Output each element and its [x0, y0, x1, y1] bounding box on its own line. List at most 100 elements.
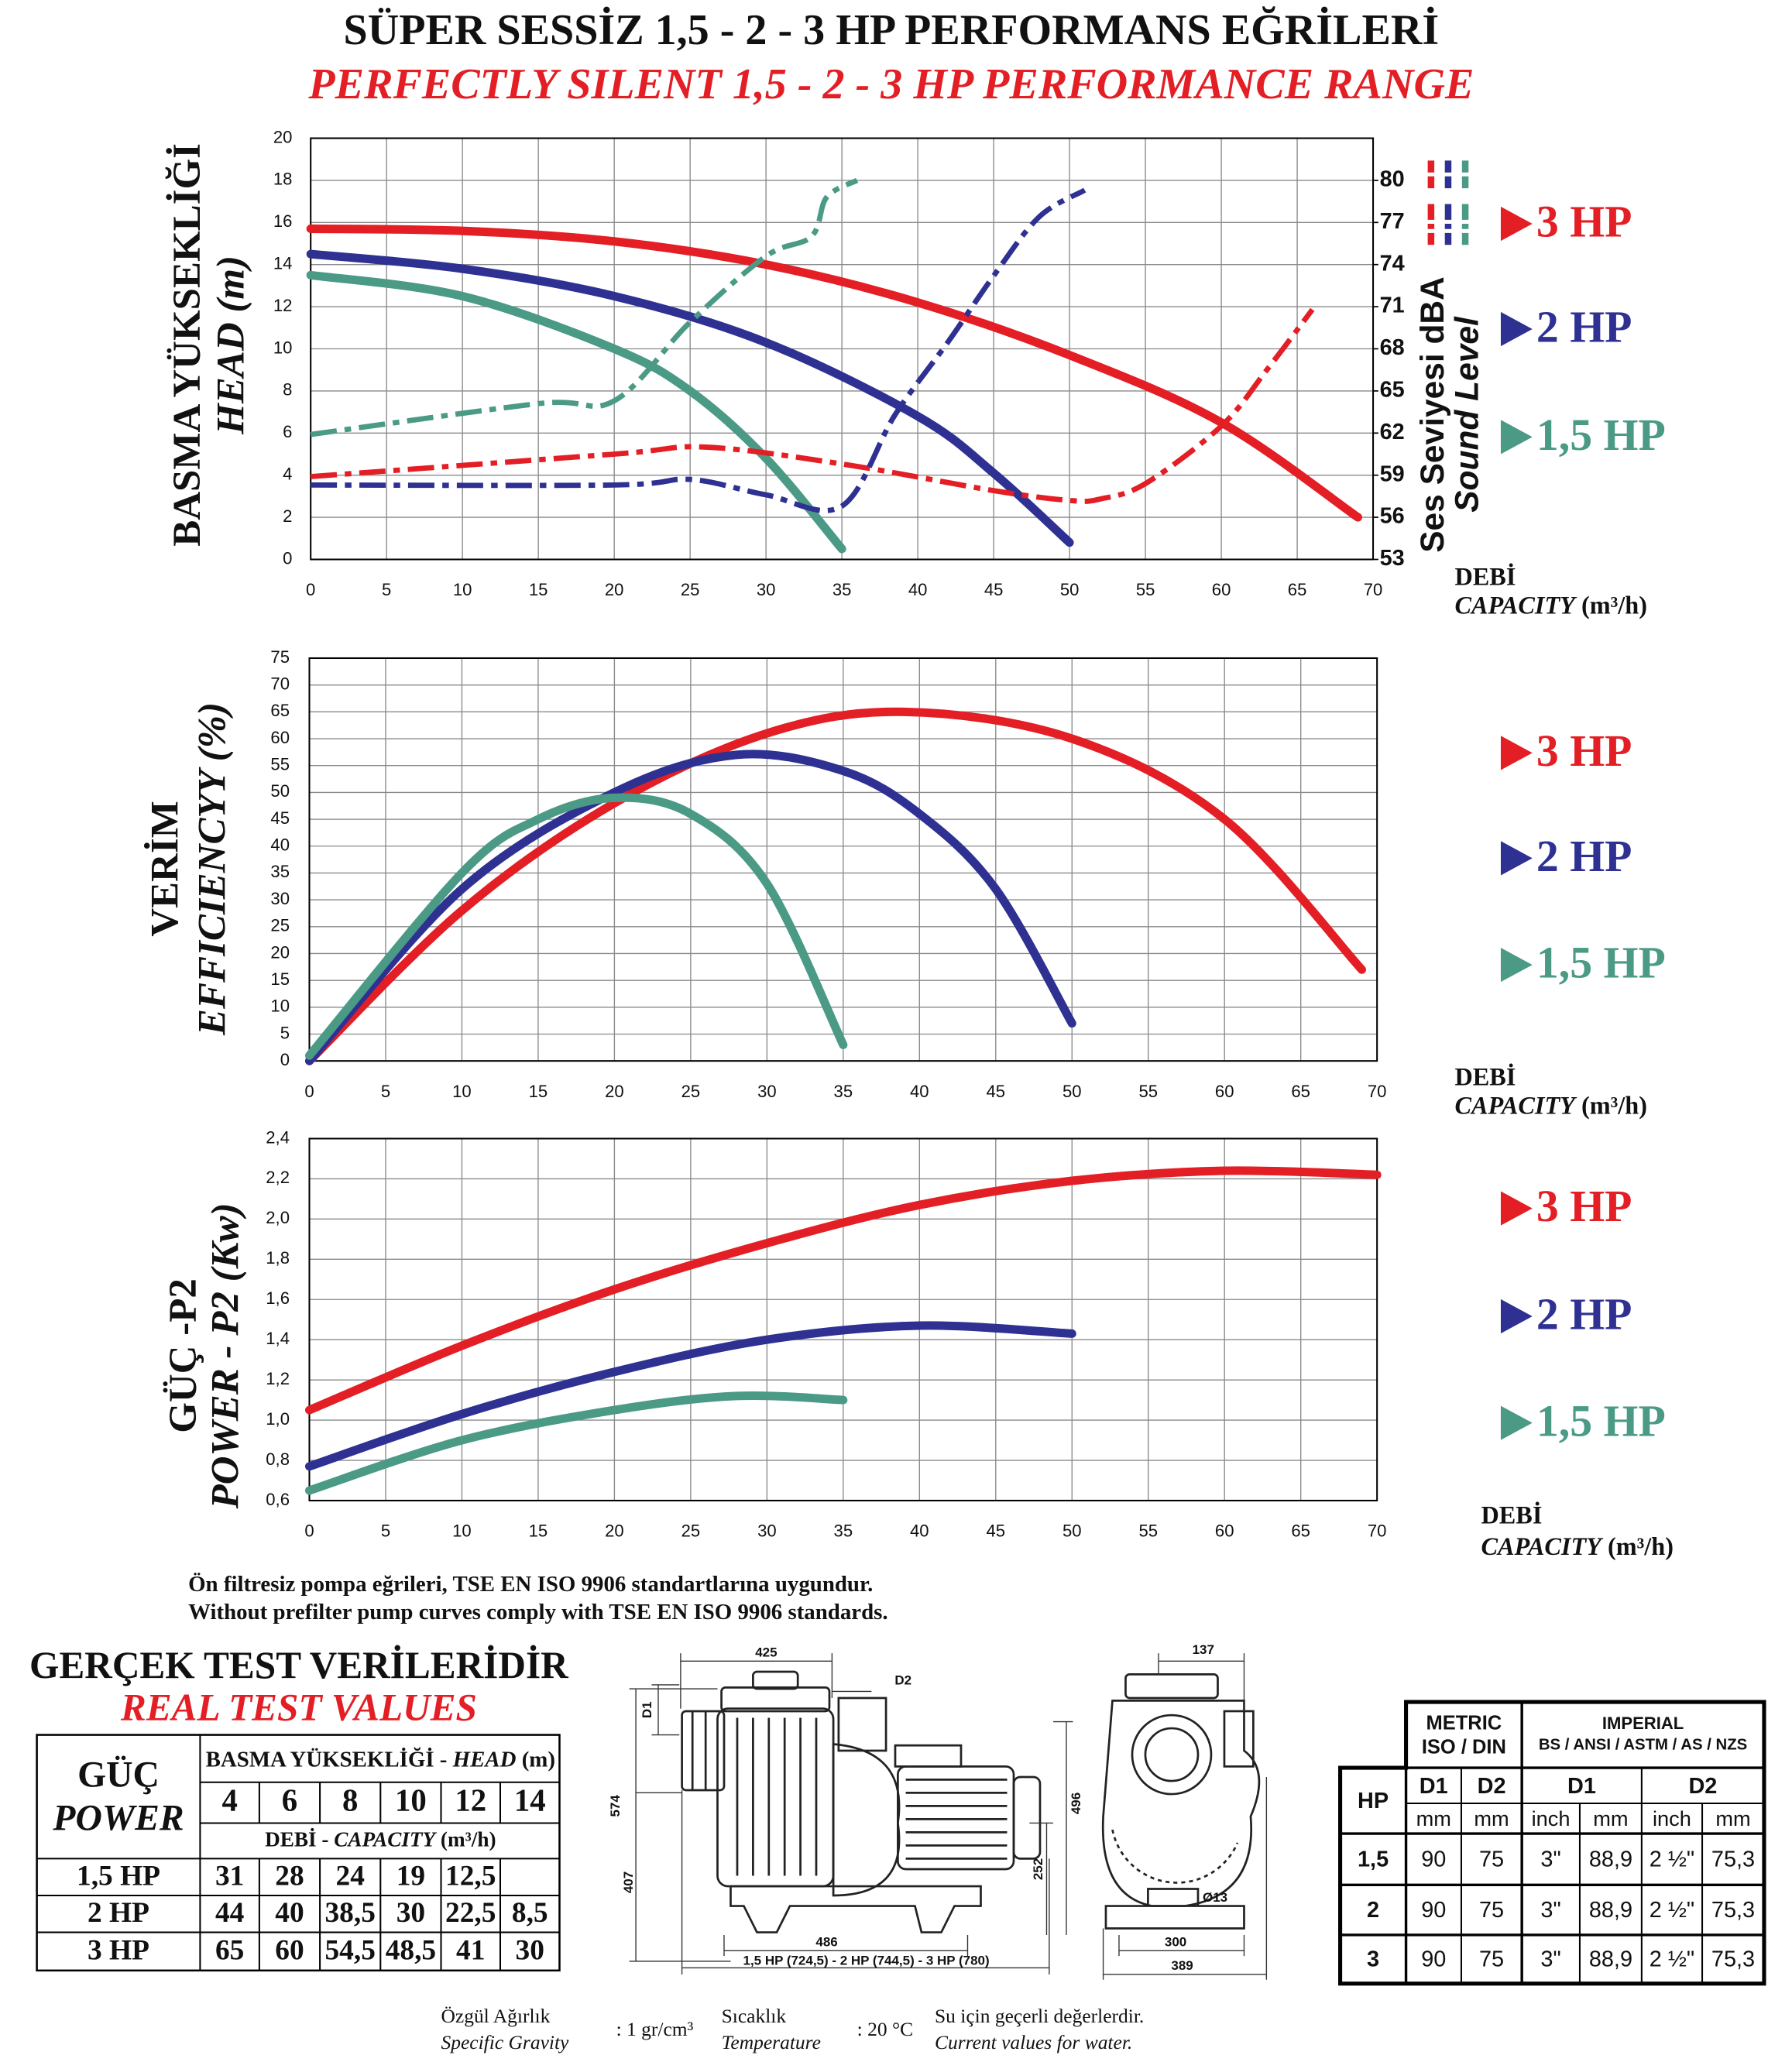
- x-tick-label: 65: [1288, 580, 1307, 599]
- legend-marker: [1500, 206, 1533, 242]
- dimension-label: D2: [894, 1672, 911, 1687]
- dimension-lines: [1102, 1653, 1268, 1980]
- sound-legend: [1427, 160, 1469, 245]
- head-unit: (m): [522, 1747, 555, 1772]
- dimension-value: 75: [1479, 1947, 1504, 1972]
- y-tick-label: 1,4: [266, 1329, 290, 1348]
- inlet-bore: [1144, 1727, 1200, 1782]
- x-tick-label: 55: [1138, 1522, 1158, 1541]
- y-tick-label: 2,2: [266, 1168, 290, 1187]
- y2-tick-label: 74: [1380, 251, 1405, 276]
- legend-label: 2 HP: [1536, 303, 1632, 352]
- x-tick-label: 5: [381, 1522, 390, 1541]
- x-tick-label: 10: [452, 1082, 472, 1101]
- y2-tick-label: 59: [1380, 461, 1405, 486]
- y-tick-label: 12: [273, 296, 293, 315]
- table-subtitle: REAL TEST VALUES: [120, 1686, 477, 1728]
- x-tick-label: 25: [681, 1082, 701, 1101]
- y-tick-label: 18: [273, 170, 293, 189]
- y2-tick-label: 68: [1380, 335, 1405, 360]
- curve: [306, 224, 1362, 522]
- footer-label: Sıcaklık: [722, 2005, 787, 2027]
- footer-value: : 20 °C: [857, 2018, 914, 2040]
- y-axis-label: VERİM: [143, 801, 187, 937]
- y-tick-label: 0,8: [266, 1449, 290, 1469]
- y-tick-label: 75: [270, 647, 290, 667]
- capacity-label-en: CAPACITY: [334, 1827, 437, 1851]
- motor-cap: [1012, 1775, 1042, 1860]
- x-axis-label: DEBİ: [1454, 562, 1516, 590]
- row-label: 1,5: [1358, 1847, 1389, 1872]
- y-tick-label: 2: [283, 506, 292, 526]
- dimension-value: 90: [1421, 1898, 1446, 1923]
- column-header: D1: [1420, 1774, 1448, 1799]
- dimension-value: 75,3: [1711, 1947, 1755, 1972]
- plot-border: [310, 137, 1375, 561]
- y-tick-label: 1,0: [266, 1409, 290, 1429]
- hp-header: HP: [1358, 1789, 1389, 1813]
- head-header: BASMA YÜKSEKLİĞİ - HEAD (m): [206, 1746, 555, 1772]
- y-tick-label: 0: [280, 1050, 290, 1069]
- power-label-en: POWER: [52, 1799, 184, 1839]
- x-tick-label: 15: [529, 580, 548, 599]
- dimension-value: 2 ½": [1650, 1847, 1694, 1872]
- curve: [304, 793, 848, 1060]
- basket-ribs: [736, 1717, 818, 1876]
- legend-marker: [1500, 1299, 1533, 1334]
- y2-tick-label: 62: [1380, 420, 1405, 444]
- dimension-value: 3": [1540, 1947, 1560, 1972]
- dimension-value: 88,9: [1589, 1947, 1632, 1972]
- base: [1104, 1888, 1245, 1930]
- y-tick-label: 40: [270, 835, 290, 855]
- sound-curve: [310, 177, 859, 437]
- y2-tick-label: 56: [1380, 504, 1405, 529]
- x-axis-unit: (m³/h): [1608, 1532, 1674, 1560]
- y-axis-label-en: POWER - P2 (Kw): [204, 1202, 247, 1509]
- x-tick-label: 60: [1215, 1522, 1234, 1541]
- y-tick-label: 1,6: [266, 1288, 290, 1308]
- x-axis-label-name: CAPACITY: [1454, 592, 1577, 619]
- x-tick-label: 40: [910, 1082, 929, 1101]
- y-tick-label: 8: [283, 380, 292, 400]
- footer-label-en: Specific Gravity: [441, 2031, 569, 2053]
- dimension-value: 90: [1421, 1947, 1446, 1972]
- x-tick-label: 15: [529, 1082, 548, 1101]
- y-tick-label: 4: [283, 465, 292, 484]
- title: SÜPER SESSİZ 1,5 - 2 - 3 HP PERFORMANS E…: [344, 5, 1440, 54]
- dimension-label: 425: [755, 1645, 777, 1660]
- x-tick-label: 70: [1368, 1522, 1387, 1541]
- x-tick-label: 0: [304, 1082, 314, 1101]
- x-tick-label: 20: [605, 1522, 624, 1541]
- y-tick-label: 1,8: [266, 1248, 290, 1268]
- x-tick-label: 60: [1215, 1082, 1234, 1101]
- y2-tick-label: 53: [1380, 546, 1405, 571]
- y-tick-label: 6: [283, 422, 292, 441]
- y-tick-label: 55: [270, 755, 290, 774]
- footer-note: Su için geçerli değerlerdir.: [935, 2005, 1144, 2027]
- capacity-value: 19: [397, 1860, 425, 1892]
- head-value: 6: [282, 1782, 297, 1817]
- note: Ön filtresiz pompa eğrileri, TSE EN ISO …: [188, 1572, 873, 1597]
- y2-tick-label: 71: [1380, 293, 1405, 318]
- y2-axis-label: Ses Seviyesi dBA: [1415, 276, 1451, 553]
- dimension-label: D1: [640, 1701, 654, 1718]
- unit-header: mm: [1416, 1806, 1451, 1830]
- x-axis-label: DEBİ: [1481, 1501, 1542, 1528]
- dimension-label: 389: [1171, 1958, 1193, 1973]
- inlet-ring: [1131, 1714, 1213, 1796]
- curve: [304, 1391, 848, 1495]
- y-tick-label: 1,2: [266, 1369, 290, 1388]
- footer-label: Özgül Ağırlık: [441, 2005, 550, 2027]
- y-axis-label: BASMA YÜKSEKLİĞİ: [166, 143, 209, 547]
- column-header: D1: [1567, 1774, 1596, 1799]
- metric-header: METRIC: [1426, 1713, 1502, 1734]
- x-tick-label: 70: [1368, 1082, 1387, 1101]
- dimension-label: 496: [1069, 1793, 1083, 1814]
- curve: [304, 1166, 1382, 1415]
- head-value: 8: [342, 1782, 358, 1817]
- y-tick-label: 10: [270, 997, 290, 1016]
- plot-border: [308, 657, 1378, 1062]
- legend-marker: [1500, 736, 1533, 770]
- legend-label: 2 HP: [1536, 1290, 1632, 1340]
